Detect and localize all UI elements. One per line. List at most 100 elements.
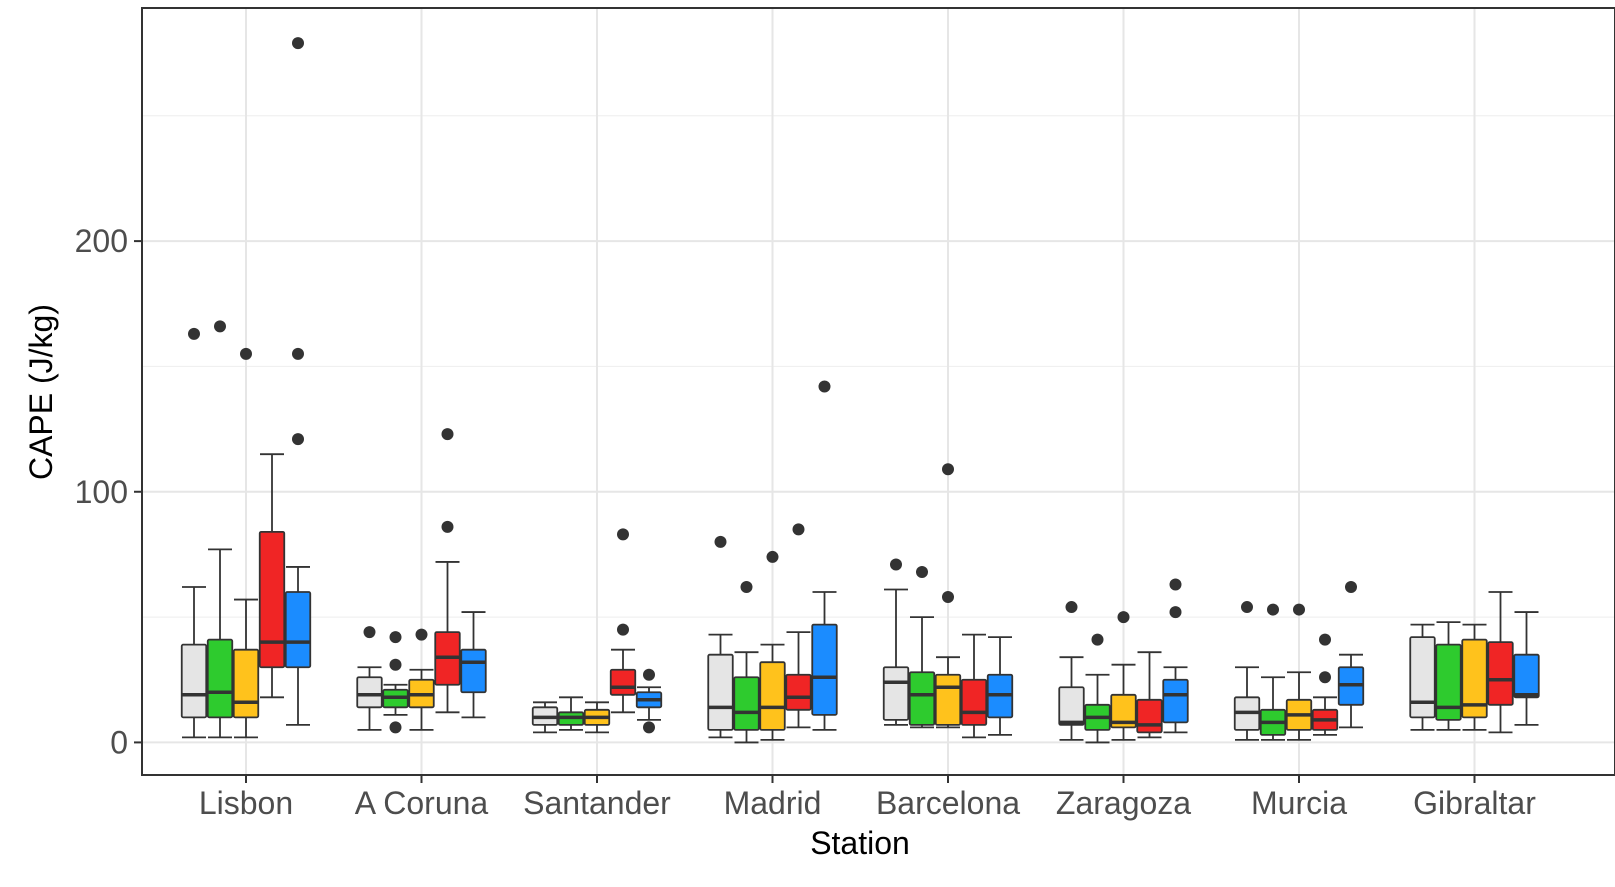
outlier-point (1169, 606, 1182, 619)
outlier-point (1241, 601, 1253, 614)
box (1233, 601, 1261, 741)
x-tick-label: Zaragoza (1056, 785, 1191, 821)
box-body (882, 666, 910, 721)
outlier-point (1345, 581, 1357, 594)
outlier-point (1319, 671, 1331, 684)
box (531, 701, 559, 734)
outlier-point (714, 535, 727, 548)
box-body (811, 623, 838, 716)
box (811, 380, 838, 731)
box (356, 626, 383, 731)
outlier-point (792, 523, 805, 536)
box-body (232, 648, 260, 719)
box-body (460, 648, 487, 694)
box (1084, 633, 1111, 744)
box (934, 463, 962, 729)
box-body (1409, 636, 1436, 719)
box (635, 668, 663, 734)
box (882, 558, 910, 726)
box (707, 535, 734, 739)
box-body (1058, 686, 1085, 726)
outlier-point (441, 428, 454, 441)
box (733, 581, 760, 744)
box-body (1136, 698, 1163, 734)
outlier-point (942, 591, 954, 604)
box (258, 453, 286, 699)
box-body (206, 638, 234, 719)
outlier-point (617, 528, 629, 541)
box-body (1110, 693, 1137, 729)
outlier-point (942, 463, 954, 476)
box-body (1461, 638, 1488, 719)
outlier-point (389, 658, 402, 671)
box (557, 696, 585, 731)
outlier-point (214, 320, 226, 333)
box (1487, 591, 1514, 734)
outlier-point (740, 581, 753, 594)
box-body (1162, 678, 1189, 724)
outlier-point (415, 628, 428, 641)
box-body (960, 678, 988, 726)
box-body (1487, 641, 1514, 706)
box-body (733, 676, 760, 731)
box (232, 347, 260, 739)
box (960, 633, 988, 739)
outlier-point (240, 347, 252, 360)
outlier-point (188, 327, 200, 340)
box (408, 628, 435, 731)
outlier-point (1091, 633, 1104, 646)
box (986, 636, 1014, 736)
outlier-point (441, 520, 454, 533)
box (908, 565, 936, 729)
outlier-point (1065, 601, 1078, 614)
box-body (707, 653, 734, 731)
box (1136, 651, 1163, 739)
outlier-point (643, 721, 655, 734)
box (460, 611, 487, 719)
box (1110, 611, 1137, 741)
outlier-point (1117, 611, 1130, 624)
panel-border (141, 7, 1615, 776)
outlier-point (643, 668, 655, 681)
box (1435, 621, 1462, 731)
x-tick-label: A Coruna (355, 785, 489, 821)
outlier-point (389, 631, 402, 644)
box (759, 550, 786, 741)
box-body (356, 676, 383, 709)
outlier-point (818, 380, 831, 393)
x-tick-label: Lisbon (199, 785, 293, 821)
y-tick-label: 0 (110, 724, 128, 760)
box-body (908, 671, 936, 726)
x-axis-title: Station (810, 825, 910, 861)
box-body (1435, 643, 1462, 721)
box (609, 528, 637, 714)
box (583, 701, 611, 734)
box (284, 37, 312, 726)
box-body (180, 643, 208, 719)
outlier-point (1293, 603, 1305, 616)
outlier-point (890, 558, 902, 571)
box-body (258, 530, 286, 669)
x-axis-ticks: Lisbon A Coruna Santander Madrid Barcelona Za… (199, 775, 1536, 821)
box-body (759, 661, 786, 731)
grid-minor (142, 115, 1615, 618)
y-axis-title: CAPE (J/kg) (23, 304, 59, 480)
plot-panel (142, 8, 1615, 775)
outlier-point (1267, 603, 1279, 616)
box-body (1513, 653, 1540, 699)
outlier-point (1319, 633, 1331, 646)
box (1513, 611, 1540, 726)
x-tick-label: Gibraltar (1413, 785, 1536, 821)
box (1311, 633, 1339, 736)
box (434, 428, 461, 714)
box (1461, 623, 1488, 731)
y-tick-label: 100 (75, 474, 128, 510)
x-tick-label: Madrid (724, 785, 822, 821)
box (1058, 601, 1085, 741)
box (206, 320, 234, 739)
x-tick-label: Santander (523, 785, 671, 821)
box-body (785, 673, 812, 711)
outlier-point (1169, 578, 1182, 591)
boxplots (180, 37, 1540, 744)
